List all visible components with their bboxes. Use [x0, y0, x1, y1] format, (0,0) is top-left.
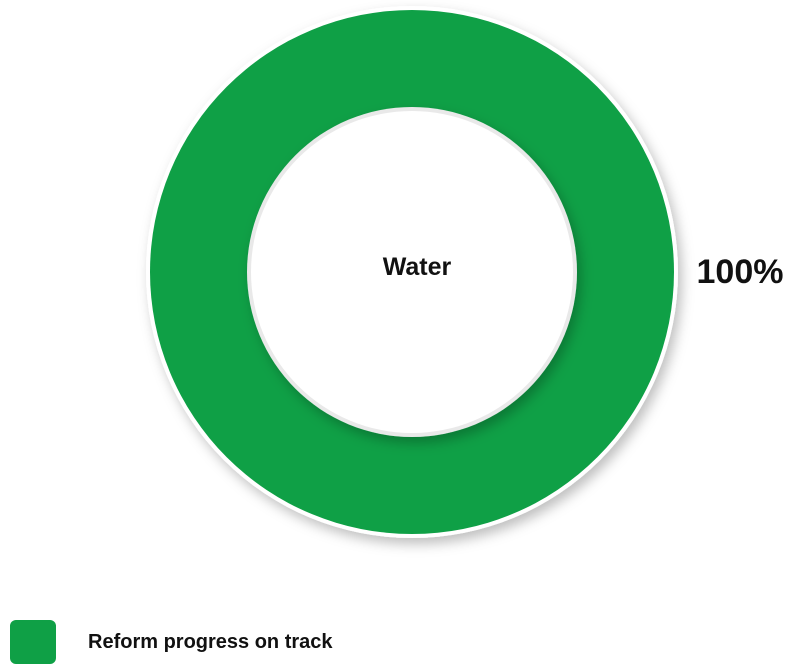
legend-swatch [10, 620, 56, 664]
donut-slices [146, 6, 678, 538]
legend: Reform progress on track [10, 620, 333, 664]
center-label: Water [383, 253, 452, 281]
legend-label: Reform progress on track [88, 630, 333, 653]
slice-value-label: 100% [697, 253, 784, 291]
donut-hole [251, 111, 573, 433]
